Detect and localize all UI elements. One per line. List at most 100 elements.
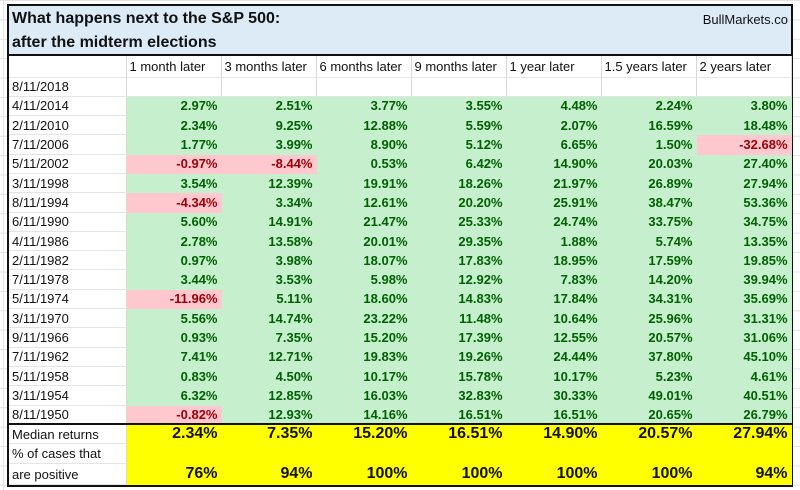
header-cell-empty[interactable] bbox=[9, 56, 127, 78]
return-cell[interactable]: 16.59% bbox=[601, 115, 697, 136]
return-cell[interactable]: 5.23% bbox=[601, 366, 697, 387]
positive-pct-cell[interactable]: 100% bbox=[316, 463, 412, 486]
date-cell[interactable]: 3/11/1970 bbox=[9, 308, 127, 329]
return-cell[interactable]: 11.48% bbox=[411, 308, 507, 329]
date-cell[interactable]: 8/11/1994 bbox=[9, 192, 127, 213]
positive-pct-cell[interactable]: 76% bbox=[126, 463, 222, 486]
date-cell[interactable]: 2/11/1982 bbox=[9, 250, 127, 271]
positive-pct-cell[interactable]: 100% bbox=[506, 463, 602, 486]
return-cell[interactable]: 3.34% bbox=[221, 192, 317, 213]
summary-fill-cell[interactable] bbox=[221, 443, 317, 465]
return-cell[interactable]: 20.20% bbox=[411, 192, 507, 213]
return-cell[interactable]: 20.57% bbox=[601, 327, 697, 348]
return-cell[interactable]: 8.90% bbox=[316, 134, 412, 155]
summary-fill-cell[interactable] bbox=[126, 443, 222, 465]
return-cell[interactable]: 25.33% bbox=[411, 212, 507, 232]
return-cell[interactable]: 39.94% bbox=[696, 269, 792, 290]
return-cell[interactable]: 7.35% bbox=[221, 327, 317, 348]
empty-cell[interactable] bbox=[506, 77, 602, 97]
return-cell[interactable]: 31.06% bbox=[696, 327, 792, 348]
return-cell[interactable]: 20.01% bbox=[316, 231, 412, 252]
return-cell[interactable]: 12.39% bbox=[221, 173, 317, 194]
return-cell[interactable]: 14.20% bbox=[601, 269, 697, 290]
empty-cell[interactable] bbox=[411, 77, 507, 97]
return-cell[interactable]: 10.17% bbox=[506, 366, 602, 387]
date-cell[interactable]: 9/11/1966 bbox=[9, 327, 127, 348]
median-cell[interactable]: 20.57% bbox=[601, 423, 697, 445]
return-cell[interactable]: -0.97% bbox=[126, 154, 222, 174]
return-cell[interactable]: 1.77% bbox=[126, 134, 222, 155]
return-cell[interactable]: 2.97% bbox=[126, 96, 222, 117]
return-cell[interactable]: -32.68% bbox=[696, 134, 792, 155]
return-cell[interactable]: 5.59% bbox=[411, 115, 507, 136]
median-cell[interactable]: 7.35% bbox=[221, 423, 317, 445]
return-cell[interactable]: 2.51% bbox=[221, 96, 317, 117]
date-cell[interactable]: 5/11/1974 bbox=[9, 289, 127, 310]
return-cell[interactable]: 53.36% bbox=[696, 192, 792, 213]
date-cell[interactable]: 8/11/1950 bbox=[9, 405, 127, 425]
return-cell[interactable]: 12.92% bbox=[411, 269, 507, 290]
return-cell[interactable]: 5.11% bbox=[221, 289, 317, 310]
return-cell[interactable]: 16.03% bbox=[316, 385, 412, 406]
date-cell[interactable]: 5/11/1958 bbox=[9, 366, 127, 387]
return-cell[interactable]: 2.34% bbox=[126, 115, 222, 136]
return-cell[interactable]: 26.79% bbox=[696, 405, 792, 425]
return-cell[interactable]: -4.34% bbox=[126, 192, 222, 213]
return-cell[interactable]: 1.88% bbox=[506, 231, 602, 252]
median-cell[interactable]: 2.34% bbox=[126, 423, 222, 445]
column-header[interactable]: 2 years later bbox=[696, 56, 792, 78]
return-cell[interactable]: 18.48% bbox=[696, 115, 792, 136]
return-cell[interactable]: 33.75% bbox=[601, 212, 697, 232]
column-header[interactable]: 9 months later bbox=[411, 56, 507, 78]
return-cell[interactable]: 10.64% bbox=[506, 308, 602, 329]
return-cell[interactable]: -0.82% bbox=[126, 405, 222, 425]
median-label[interactable]: Median returns bbox=[9, 423, 127, 445]
return-cell[interactable]: 32.83% bbox=[411, 385, 507, 406]
return-cell[interactable]: 10.17% bbox=[316, 366, 412, 387]
date-cell[interactable]: 4/11/1986 bbox=[9, 231, 127, 252]
return-cell[interactable]: 26.89% bbox=[601, 173, 697, 194]
return-cell[interactable]: 38.47% bbox=[601, 192, 697, 213]
positive-pct-cell[interactable]: 100% bbox=[411, 463, 507, 486]
return-cell[interactable]: 5.12% bbox=[411, 134, 507, 155]
column-header[interactable]: 1 year later bbox=[506, 56, 602, 78]
return-cell[interactable]: 25.91% bbox=[506, 192, 602, 213]
return-cell[interactable]: 0.53% bbox=[316, 154, 412, 174]
return-cell[interactable]: 21.47% bbox=[316, 212, 412, 232]
return-cell[interactable]: -8.44% bbox=[221, 154, 317, 174]
median-cell[interactable]: 16.51% bbox=[411, 423, 507, 445]
date-cell[interactable]: 3/11/1998 bbox=[9, 173, 127, 194]
return-cell[interactable]: 17.83% bbox=[411, 250, 507, 271]
return-cell[interactable]: 18.07% bbox=[316, 250, 412, 271]
return-cell[interactable]: 27.94% bbox=[696, 173, 792, 194]
return-cell[interactable]: 14.83% bbox=[411, 289, 507, 310]
return-cell[interactable]: 3.54% bbox=[126, 173, 222, 194]
positive-label-line-2[interactable]: are positive bbox=[9, 463, 127, 486]
date-cell[interactable]: 4/11/2014 bbox=[9, 96, 127, 117]
column-header[interactable]: 1.5 years later bbox=[601, 56, 697, 78]
return-cell[interactable]: 17.84% bbox=[506, 289, 602, 310]
return-cell[interactable]: 25.96% bbox=[601, 308, 697, 329]
return-cell[interactable]: 2.24% bbox=[601, 96, 697, 117]
return-cell[interactable]: 14.16% bbox=[316, 405, 412, 425]
return-cell[interactable]: 5.98% bbox=[316, 269, 412, 290]
return-cell[interactable]: 12.93% bbox=[221, 405, 317, 425]
return-cell[interactable]: 19.83% bbox=[316, 347, 412, 367]
return-cell[interactable]: 16.51% bbox=[411, 405, 507, 425]
return-cell[interactable]: 31.31% bbox=[696, 308, 792, 329]
return-cell[interactable]: 2.07% bbox=[506, 115, 602, 136]
empty-cell[interactable] bbox=[126, 77, 222, 97]
return-cell[interactable]: 3.53% bbox=[221, 269, 317, 290]
return-cell[interactable]: 19.26% bbox=[411, 347, 507, 367]
return-cell[interactable]: 15.78% bbox=[411, 366, 507, 387]
return-cell[interactable]: 2.78% bbox=[126, 231, 222, 252]
return-cell[interactable]: 13.35% bbox=[696, 231, 792, 252]
return-cell[interactable]: 12.61% bbox=[316, 192, 412, 213]
return-cell[interactable]: 3.98% bbox=[221, 250, 317, 271]
summary-fill-cell[interactable] bbox=[506, 443, 602, 465]
return-cell[interactable]: 18.95% bbox=[506, 250, 602, 271]
return-cell[interactable]: 4.50% bbox=[221, 366, 317, 387]
return-cell[interactable]: 29.35% bbox=[411, 231, 507, 252]
return-cell[interactable]: 4.61% bbox=[696, 366, 792, 387]
return-cell[interactable]: 12.55% bbox=[506, 327, 602, 348]
